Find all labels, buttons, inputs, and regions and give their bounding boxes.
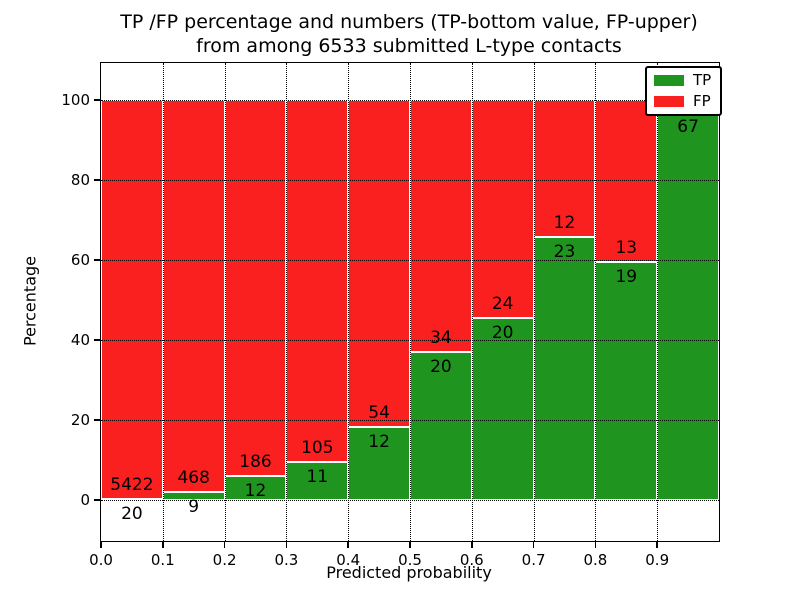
bar-fp-segment (533, 100, 596, 238)
x-tick-label: 0.0 (89, 551, 113, 569)
fp-count-annotation: 24 (491, 294, 514, 315)
gridline-horizontal (101, 260, 719, 261)
chart-title-line1: TP /FP percentage and numbers (TP-bottom… (120, 11, 698, 33)
y-tick-label: 20 (70, 411, 90, 429)
x-axis-label: Predicted probability (326, 563, 492, 582)
fp-count-annotation: 105 (301, 438, 334, 459)
x-tick-mark (594, 541, 597, 548)
fp-count-annotation: 186 (239, 451, 272, 472)
bar-tp-segment (595, 262, 658, 500)
gridline-vertical (471, 63, 473, 541)
chart-title: TP /FP percentage and numbers (TP-bottom… (100, 10, 718, 58)
x-tick-mark (162, 541, 164, 548)
fp-legend-swatch-icon (654, 96, 684, 107)
bar-fp-segment (410, 100, 472, 352)
bar-fp-segment (471, 100, 534, 319)
tp-count-annotation: 67 (677, 116, 699, 137)
bar-fp-segment (101, 100, 163, 499)
legend-entry-fp: FP (654, 94, 711, 109)
gridline-horizontal (101, 180, 719, 181)
gridline-vertical (162, 63, 164, 541)
tp-count-annotation: 20 (430, 356, 452, 377)
gridline-horizontal (101, 100, 719, 101)
chart-title-line2: from among 6533 submitted L-type contact… (196, 35, 622, 57)
gridline-vertical (286, 63, 288, 541)
y-tick-label: 60 (70, 251, 90, 269)
gridline-horizontal (101, 420, 719, 421)
gridline-vertical (348, 63, 350, 541)
gridline-vertical (410, 63, 411, 541)
gridline-horizontal (101, 340, 719, 341)
gridline-vertical (533, 63, 535, 541)
bar-tp-segment (224, 475, 287, 500)
bar-fp-segment (224, 100, 287, 476)
fp-count-annotation: 34 (430, 327, 452, 348)
tp-count-annotation: 12 (368, 432, 390, 453)
plot-area: 0.0 0.1 0.2 0.3 0.4 0.5 0.6 0.7 0.8 0.9 0 20 40 60 80 1… (61, 62, 720, 569)
y-tick-label: 40 (70, 331, 90, 349)
bar-fp-segment (162, 100, 225, 493)
fp-count-annotation: 468 (177, 468, 210, 489)
gridline-vertical (595, 63, 597, 541)
y-tick-mark (94, 99, 101, 101)
tp-count-annotation: 19 (615, 267, 638, 288)
tp-legend-swatch-icon (654, 75, 684, 86)
legend-entry-tp: TP (654, 73, 711, 88)
y-tick-label: 0 (80, 491, 90, 509)
bar-fp-segment (348, 100, 410, 428)
tp-count-annotation: 23 (553, 242, 576, 263)
bar-tp-segment (657, 111, 719, 500)
gridline-vertical (657, 63, 659, 541)
x-tick-mark (347, 541, 349, 548)
x-tick-mark (471, 541, 473, 548)
x-tick-mark (409, 541, 411, 548)
x-tick-label: 0.2 (212, 551, 237, 569)
tp-count-annotation: 20 (491, 323, 514, 344)
y-tick-mark (94, 419, 101, 421)
x-tick-label: 0.7 (521, 551, 546, 569)
tp-count-annotation: 11 (306, 467, 329, 488)
x-tick-mark (223, 541, 226, 548)
y-axis-label: Percentage (20, 255, 40, 347)
fp-count-annotation: 13 (615, 238, 638, 259)
fp-count-annotation: 5422 (110, 474, 154, 495)
x-tick-label: 0.5 (398, 551, 422, 569)
y-tick-mark (94, 339, 101, 341)
fp-count-annotation: 12 (553, 213, 576, 234)
x-tick-label: 0.8 (583, 551, 608, 569)
tp-count-annotation: 12 (244, 480, 267, 501)
x-tick-label: 0.3 (274, 551, 299, 569)
bar-tp-segment (348, 427, 410, 500)
legend: TP FP (645, 66, 723, 116)
x-tick-label: 0.9 (645, 551, 670, 569)
gridline-horizontal (101, 500, 719, 501)
y-tick-mark (94, 499, 101, 501)
y-tick-label: 80 (70, 171, 90, 189)
x-tick-mark (532, 541, 535, 548)
bar-tp-segment (286, 462, 349, 500)
x-tick-label: 0.4 (336, 551, 361, 569)
y-tick-mark (94, 179, 101, 181)
fp-legend-label: FP (693, 92, 711, 110)
tp-legend-label: TP (693, 71, 712, 89)
bar-fp-segment (286, 100, 349, 463)
fp-count-annotation: 54 (368, 403, 390, 424)
y-tick-mark (94, 259, 101, 261)
x-tick-mark (100, 541, 102, 548)
x-tick-label: 0.6 (459, 551, 484, 569)
y-tick-label: 100 (61, 91, 90, 109)
gridline-vertical (224, 63, 226, 541)
bar-tp-segment (471, 318, 534, 500)
bar-tp-segment (533, 237, 596, 500)
tp-count-annotation: 20 (121, 503, 143, 524)
x-tick-mark (656, 541, 658, 548)
x-tick-mark (285, 541, 288, 548)
tp-count-annotation: 9 (188, 497, 200, 518)
x-tick-label: 0.1 (150, 551, 175, 569)
